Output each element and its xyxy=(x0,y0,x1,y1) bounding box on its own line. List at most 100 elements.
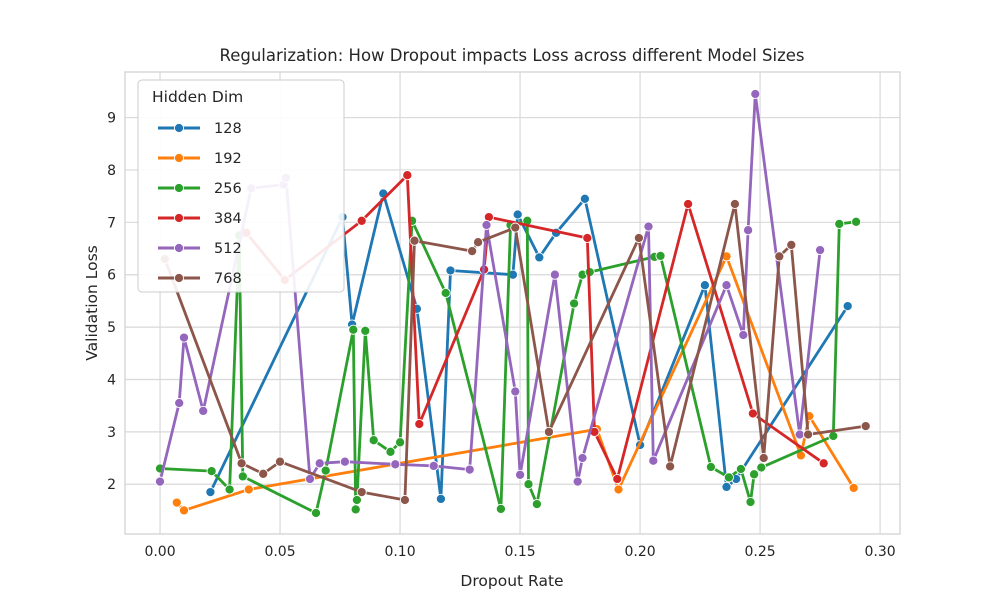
series-384-marker xyxy=(612,473,623,485)
x-axis-label: Dropout Rate xyxy=(460,572,563,590)
series-768-marker xyxy=(258,468,269,479)
series-512-marker xyxy=(304,473,316,485)
series-512 xyxy=(154,88,826,487)
y-tick-label: 7 xyxy=(107,215,116,231)
x-tick-label: 0.15 xyxy=(504,544,535,560)
x-tick-label: 0.20 xyxy=(624,544,655,560)
series-384-marker xyxy=(414,418,425,430)
series-768-marker xyxy=(356,487,367,498)
series-128-marker xyxy=(512,209,523,220)
series-128-marker xyxy=(435,493,446,504)
y-tick-label: 3 xyxy=(107,425,116,441)
x-tick-labels: 0.00 0.05 0.10 0.15 0.20 0.25 0.30 xyxy=(144,544,895,560)
series-384-marker xyxy=(582,232,593,244)
series-256-marker xyxy=(655,250,666,261)
series-128-marker xyxy=(699,280,710,291)
series-512-marker xyxy=(390,459,401,470)
series-256-marker xyxy=(749,469,760,480)
series-512-marker xyxy=(815,245,826,256)
legend-entry-256: 256 xyxy=(158,181,242,197)
series-384-marker xyxy=(747,408,758,419)
series-128-marker xyxy=(205,487,216,498)
series-768-marker xyxy=(803,429,814,440)
series-768-marker xyxy=(274,456,286,467)
series-256-marker xyxy=(705,461,716,473)
series-768-marker xyxy=(467,246,478,257)
series-128-marker xyxy=(534,252,545,263)
legend-entry-192: 192 xyxy=(158,151,242,167)
legend-title: Hidden Dim xyxy=(152,88,243,106)
series-256-marker xyxy=(320,465,331,476)
series-256-marker xyxy=(735,463,746,475)
legend-marker-sample xyxy=(173,182,185,194)
series-768-marker xyxy=(409,235,420,246)
series-512-marker xyxy=(339,456,350,467)
series-512-marker xyxy=(154,476,166,487)
series-512-marker xyxy=(178,332,190,343)
legend-entry-label: 256 xyxy=(214,181,242,197)
x-tick-label: 0.30 xyxy=(864,544,895,560)
series-256-marker xyxy=(310,507,322,519)
series-256-marker xyxy=(851,216,862,227)
series-128-marker xyxy=(445,265,456,276)
series-768-marker xyxy=(399,494,410,506)
series-384-marker xyxy=(356,215,367,226)
chart-title: Regularization: How Dropout impacts Loss… xyxy=(219,46,804,65)
y-tick-label: 6 xyxy=(107,268,116,284)
legend-entry-128: 128 xyxy=(158,121,242,137)
axes-frame xyxy=(124,71,901,535)
series-768-marker xyxy=(473,237,484,248)
series-256-marker xyxy=(395,437,406,448)
series-128-marker xyxy=(579,193,590,204)
series-256-marker xyxy=(531,499,542,510)
y-tick-labels: 2 3 4 5 6 7 8 9 xyxy=(107,111,116,494)
legend-entry-label: 768 xyxy=(214,271,242,287)
series-128-marker xyxy=(842,301,853,312)
y-tick-label: 8 xyxy=(107,163,116,179)
series-512-marker xyxy=(428,460,439,471)
series-512-marker xyxy=(721,280,732,291)
y-tick-label: 2 xyxy=(107,477,116,493)
series-256-marker xyxy=(385,446,396,457)
series-384-marker xyxy=(402,170,413,181)
series-768-marker xyxy=(729,198,740,210)
series-768-marker xyxy=(543,426,554,437)
series-512-marker xyxy=(549,269,560,280)
series-768-marker xyxy=(786,239,797,250)
series-768-marker xyxy=(633,232,644,244)
legend-entries: 128 192 256 384 512 768 xyxy=(158,121,242,287)
series-512-marker xyxy=(577,452,588,464)
series-768 xyxy=(159,198,871,506)
x-tick-label: 0.00 xyxy=(144,544,175,560)
legend-marker-sample xyxy=(173,242,185,254)
legend-marker-sample xyxy=(173,152,185,164)
series-256-marker xyxy=(224,484,235,495)
series-512-marker xyxy=(572,476,583,487)
series-256-marker xyxy=(360,325,371,336)
series-256-marker xyxy=(756,462,767,473)
legend-marker-sample xyxy=(173,122,185,134)
series-768-marker xyxy=(758,452,769,464)
x-tick-label: 0.05 xyxy=(264,544,295,560)
y-tick-label: 9 xyxy=(107,111,116,127)
series-512-marker xyxy=(464,464,475,475)
series-512-marker xyxy=(314,458,325,469)
series-512-marker xyxy=(738,329,749,341)
series-256-marker xyxy=(351,494,362,506)
series-256-marker xyxy=(745,496,756,508)
series-768-marker xyxy=(665,461,676,472)
series-512-marker xyxy=(643,221,654,232)
series-256-marker xyxy=(495,503,506,514)
legend: Hidden Dim 128 192 256 384 512 768 xyxy=(137,79,345,293)
series-512-marker xyxy=(174,397,185,409)
legend-box xyxy=(137,79,345,293)
series-768-marker xyxy=(510,222,521,233)
legend-entry-384: 384 xyxy=(158,211,242,227)
series-512-marker xyxy=(743,225,754,236)
legend-marker-sample xyxy=(173,212,185,224)
series-384-marker xyxy=(683,198,694,210)
y-tick-label: 4 xyxy=(107,372,116,388)
series-256-marker xyxy=(206,466,217,477)
series-192-marker xyxy=(171,497,182,508)
